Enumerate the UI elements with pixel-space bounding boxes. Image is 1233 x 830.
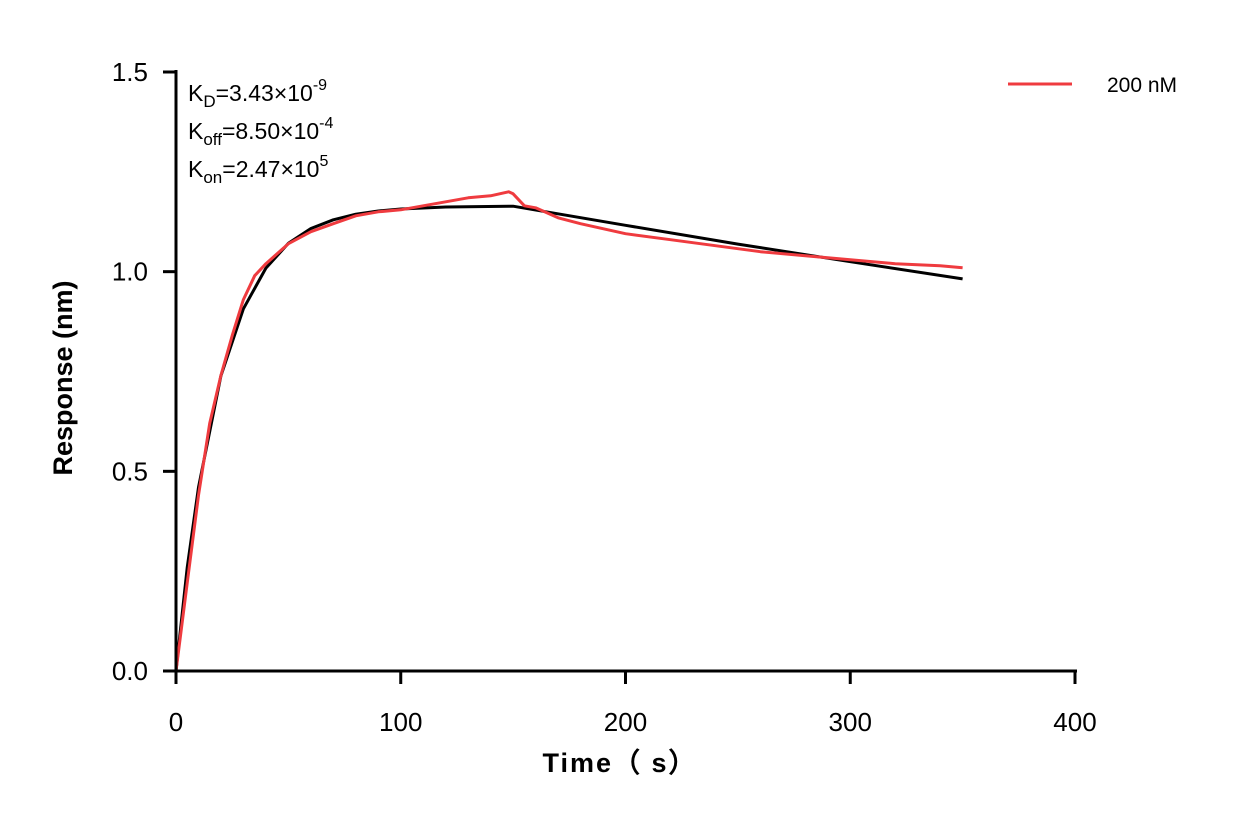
- y-tick-label: 1.5: [112, 57, 148, 87]
- x-axis-label: Time（ s）: [542, 748, 697, 778]
- series-layer: [176, 192, 963, 671]
- x-tick-label: 400: [1053, 707, 1096, 737]
- x-tick-label: 100: [379, 707, 422, 737]
- legend-label-200nm: 200 nM: [1107, 74, 1177, 97]
- y-axis-label: Response (nm): [48, 280, 78, 475]
- fit-curve-line: [176, 206, 963, 671]
- annotation-koff: Koff=8.50×10-4: [188, 115, 333, 149]
- y-tick-label: 1.0: [112, 257, 148, 287]
- annotation-kD: KD=3.43×10-9: [188, 77, 327, 111]
- annotation-kon: Kon=2.47×105: [188, 153, 328, 187]
- x-tick-label: 300: [829, 707, 872, 737]
- y-tick-label: 0.0: [112, 656, 148, 686]
- legend: 200 nM: [1008, 74, 1177, 97]
- x-tick-label: 0: [169, 707, 183, 737]
- series-200nm-line: [176, 192, 963, 671]
- kinetics-annotations: KD=3.43×10-9 Koff=8.50×10-4 Kon=2.47×105: [188, 77, 333, 187]
- x-tick-label: 200: [604, 707, 647, 737]
- y-tick-label: 0.5: [112, 456, 148, 486]
